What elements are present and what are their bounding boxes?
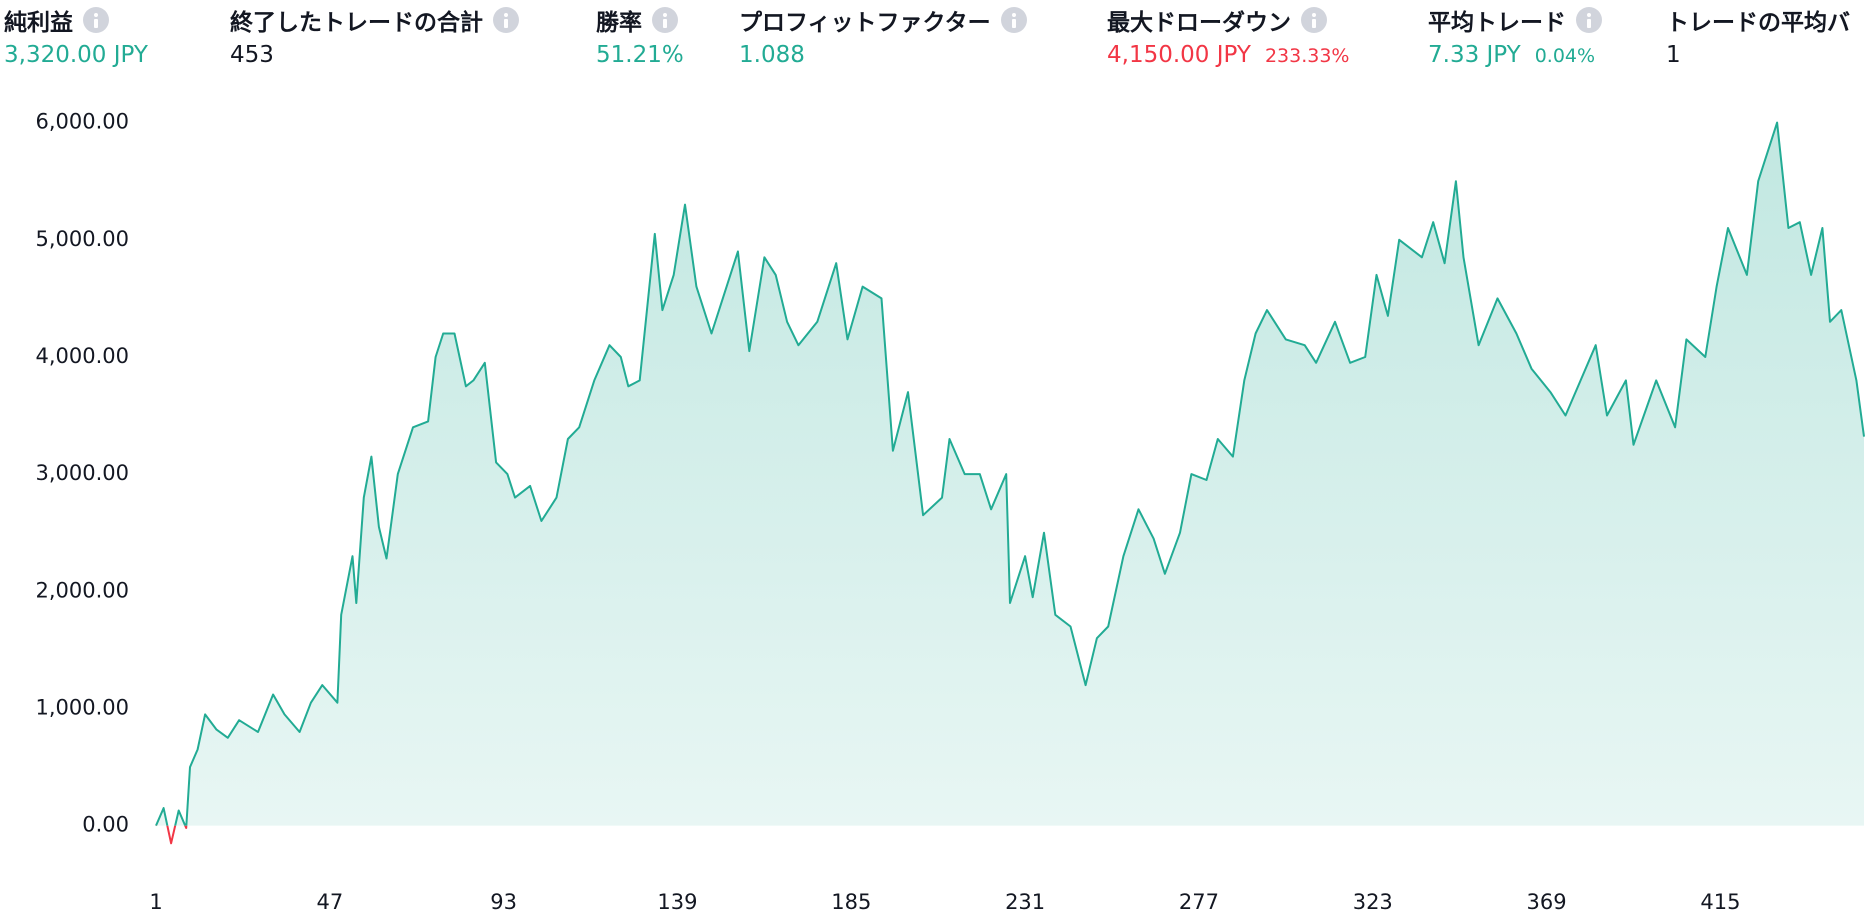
stat-label: トレードの平均バ <box>1666 10 1850 36</box>
info-icon[interactable] <box>1576 7 1602 33</box>
stat-value-row: 4,150.00 JPY 233.33% <box>1107 42 1349 68</box>
stat-value-row: 7.33 JPY 0.04% <box>1428 42 1602 68</box>
stat-value: 3,320.00 JPY <box>4 42 148 68</box>
stat: 終了したトレードの合計 453 <box>230 4 519 68</box>
stat-value: 453 <box>230 42 274 68</box>
x-tick-label: 231 <box>1005 890 1045 914</box>
stats-header: 純利益 3,320.00 JPY 終了したトレードの合計 453 勝率 51.21% プロフ… <box>0 0 1870 90</box>
stat-label-row: 勝率 <box>596 4 684 36</box>
stat-label-row: トレードの平均バ <box>1666 4 1850 36</box>
stat: 純利益 3,320.00 JPY <box>4 4 148 68</box>
stat-label-row: 終了したトレードの合計 <box>230 4 519 36</box>
info-icon[interactable] <box>1301 7 1327 33</box>
x-tick-label: 185 <box>831 890 871 914</box>
stat-value: 7.33 JPY <box>1428 42 1521 68</box>
stat-value-row: 1.088 <box>739 42 1027 68</box>
x-tick-label: 139 <box>657 890 697 914</box>
x-tick-label: 369 <box>1527 890 1567 914</box>
stat-sub: 0.04% <box>1534 45 1596 67</box>
stat-label: 純利益 <box>4 10 73 36</box>
stat-value-row: 3,320.00 JPY <box>4 42 148 68</box>
stat-label: プロフィットファクター <box>739 10 991 36</box>
x-tick-label: 93 <box>490 890 517 914</box>
stat-value-row: 1 <box>1666 42 1850 68</box>
stat-label-row: 平均トレード <box>1428 4 1602 36</box>
stat-value: 1.088 <box>739 42 805 68</box>
info-icon[interactable] <box>1000 7 1027 33</box>
stat-value: 51.21% <box>596 42 684 68</box>
y-tick-label: 1,000.00 <box>35 696 129 720</box>
stat: 最大ドローダウン 4,150.00 JPY 233.33% <box>1107 4 1349 68</box>
stat-value: 1 <box>1666 42 1681 68</box>
stat-value-row: 51.21% <box>596 42 684 68</box>
y-tick-label: 0.00 <box>82 813 129 837</box>
info-icon[interactable] <box>493 7 519 33</box>
info-icon[interactable] <box>652 7 678 33</box>
y-tick-label: 5,000.00 <box>35 227 129 251</box>
stat-label: 最大ドローダウン <box>1107 10 1291 36</box>
stat-label: 終了したトレードの合計 <box>230 10 483 36</box>
stat-label-row: 純利益 <box>4 4 148 36</box>
stat: トレードの平均バ 1 <box>1666 4 1850 68</box>
x-tick-label: 1 <box>149 890 162 914</box>
stat-value-row: 453 <box>230 42 519 68</box>
stat-label-row: プロフィットファクター <box>739 4 1027 36</box>
stat-sub: 233.33% <box>1264 45 1350 67</box>
y-tick-label: 4,000.00 <box>35 344 129 368</box>
stat-label: 勝率 <box>596 10 642 36</box>
stat: 勝率 51.21% <box>596 4 684 68</box>
stat-value: 4,150.00 JPY <box>1107 42 1251 68</box>
x-tick-label: 47 <box>316 890 343 914</box>
stat-label: 平均トレード <box>1428 10 1566 36</box>
stat: プロフィットファクター 1.088 <box>739 4 1027 68</box>
x-tick-label: 323 <box>1353 890 1393 914</box>
y-tick-label: 2,000.00 <box>35 578 129 602</box>
x-tick-label: 415 <box>1700 890 1740 914</box>
info-icon[interactable] <box>83 7 109 33</box>
stat: 平均トレード 7.33 JPY 0.04% <box>1428 4 1602 68</box>
x-tick-label: 277 <box>1179 890 1219 914</box>
equity-area <box>156 122 1864 826</box>
stat-label-row: 最大ドローダウン <box>1107 4 1349 36</box>
y-tick-label: 6,000.00 <box>35 110 129 134</box>
y-tick-label: 3,000.00 <box>35 461 129 485</box>
equity-line <box>155 121 1865 826</box>
